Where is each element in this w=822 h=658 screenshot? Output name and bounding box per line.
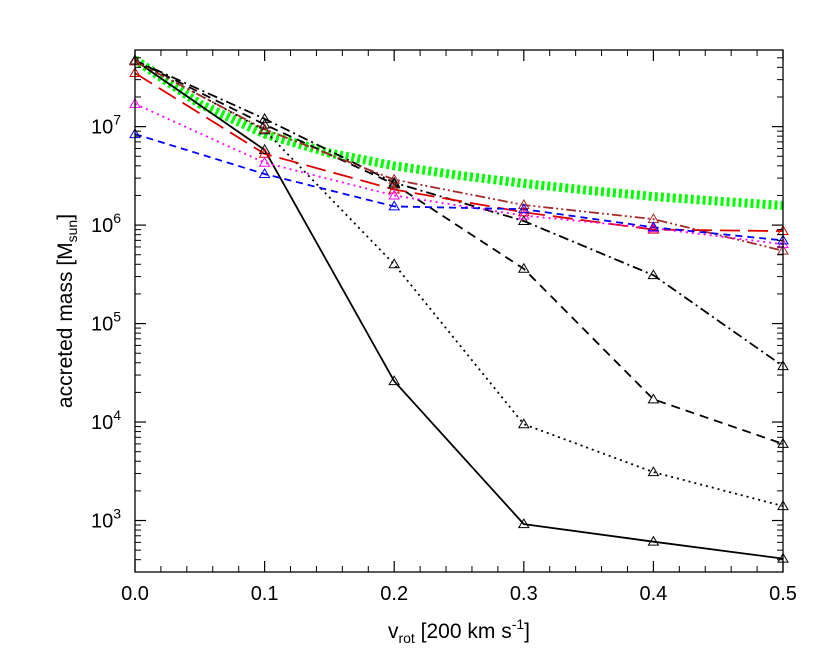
y-axis-label: accreted mass [Msun] [54,214,80,408]
series-8-triangle-marker [517,209,530,220]
series-3-triangle-marker [517,418,530,429]
series-5-triangle-marker [647,269,660,280]
x-tick-label: 0.2 [380,583,408,605]
series-6-triangle-marker [388,173,401,184]
series-line-1 [135,55,783,210]
series-line-8 [135,103,783,246]
series-line-9 [135,133,783,242]
series-2-triangle-marker [517,518,530,529]
y-tick-label: 107 [91,112,121,139]
marker-layer [129,54,789,563]
series-line-4 [135,59,783,445]
series-9-triangle-marker [647,221,660,232]
series-7-triangle-marker [517,206,530,217]
series-3-triangle-marker [647,466,660,477]
series-2-triangle-marker [258,143,271,154]
x-tick-label: 0.0 [121,583,149,605]
x-tick-label: 0.3 [510,583,538,605]
x-axis-label: vrot [200 km s-1] [388,616,530,646]
series-2-triangle-marker [388,375,401,386]
y-tick-label: 106 [91,210,121,237]
series-line-7 [135,72,783,232]
series-3-triangle-marker [388,258,401,269]
series-5-triangle-marker [258,112,271,123]
series-line-2 [135,59,783,560]
x-tick-label: 0.1 [251,583,279,605]
series-9-triangle-marker [388,200,401,211]
series-4-triangle-marker [517,262,530,273]
series-line-5 [135,59,783,367]
y-tick-label: 104 [91,407,121,434]
y-tick-label: 105 [91,309,121,336]
series-7-triangle-marker [647,223,660,234]
series-layer [135,55,783,560]
tick-layer: 0.0 0.1 0.2 0.3 0.4 0.5 103 104 105 106 107 [91,49,797,605]
series-4-triangle-marker [647,393,660,404]
series-line-6 [135,60,783,252]
x-tick-label: 0.4 [639,583,667,605]
series-5-triangle-marker [517,215,530,226]
x-tick-label: 0.5 [769,583,797,605]
series-8-triangle-marker [388,189,401,200]
series-8-triangle-marker [258,156,271,167]
series-6-triangle-marker [517,199,530,209]
series-5-triangle-marker [388,176,401,187]
series-7-triangle-marker [388,183,401,194]
series-4-triangle-marker [258,118,271,129]
plot-frame [134,49,784,573]
series-9-triangle-marker [258,168,271,179]
series-6-triangle-marker [258,123,271,134]
y-tick-label: 103 [91,506,121,533]
series-2-triangle-marker [647,535,660,546]
series-9-triangle-marker [517,203,530,214]
